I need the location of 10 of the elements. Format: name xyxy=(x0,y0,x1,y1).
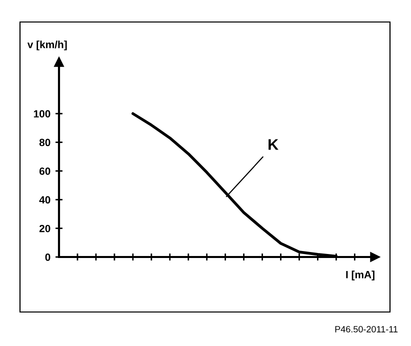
y-axis-title: v [km/h] xyxy=(27,40,67,50)
y-tick-label: 60 xyxy=(39,167,50,175)
y-tick-label: 100 xyxy=(34,110,50,118)
annotation: K xyxy=(268,139,278,150)
y-tick-label: 20 xyxy=(39,224,50,232)
y-tick-label: 80 xyxy=(39,138,50,146)
x-axis-title: I [mA] xyxy=(346,270,374,280)
y-tick-label: 40 xyxy=(39,196,50,204)
y-tick-label: 0 xyxy=(45,254,50,261)
text: P46.50-2011-11 xyxy=(335,326,398,332)
